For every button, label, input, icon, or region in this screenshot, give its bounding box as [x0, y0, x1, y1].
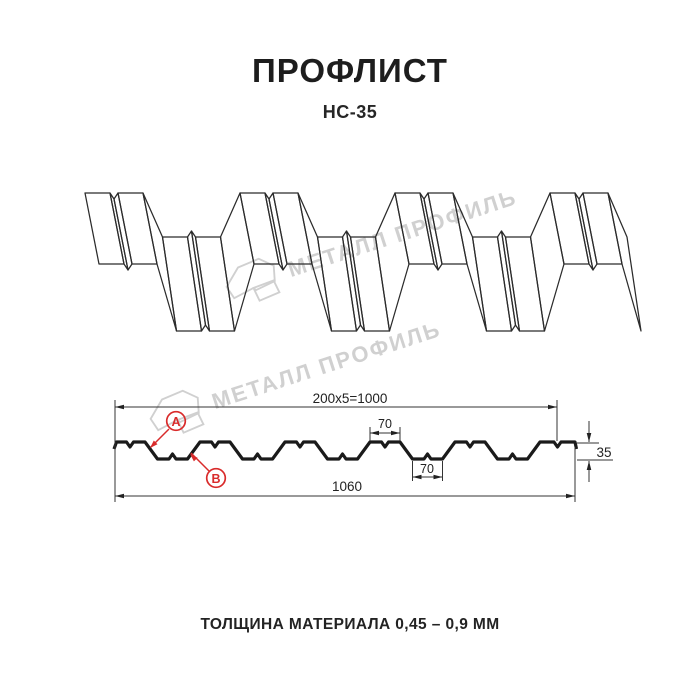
page-title: ПРОФЛИСТ: [252, 52, 448, 89]
marker-a-circle: [165, 410, 187, 432]
marker-b-label: B: [211, 472, 220, 486]
dimension-arrows: [115, 404, 592, 499]
profile-model: НС-35: [322, 102, 378, 122]
marker-b-arrow: [190, 452, 210, 472]
dim-rib-top-width: 70: [378, 417, 392, 431]
dim-coverage-width: 200x5=1000: [313, 391, 388, 406]
marker-a-label: A: [171, 415, 180, 429]
watermark: МЕТАЛЛ ПРОФИЛЬ: [219, 175, 524, 313]
profile-cross-section: [112, 440, 579, 461]
dim-full-width: 1060: [332, 479, 362, 494]
profile-3d-view: [84, 192, 642, 332]
dim-profile-height: 35: [596, 445, 611, 460]
marker-b-circle: [205, 467, 227, 489]
metall-profil-logo-icon: [225, 257, 281, 302]
dim-rib-bottom-width: 70: [420, 462, 434, 476]
material-thickness-note: ТОЛЩИНА МАТЕРИАЛА 0,45 – 0,9 ММ: [200, 616, 500, 633]
side-markers: A B: [150, 410, 227, 489]
dimension-lines: [114, 400, 613, 502]
